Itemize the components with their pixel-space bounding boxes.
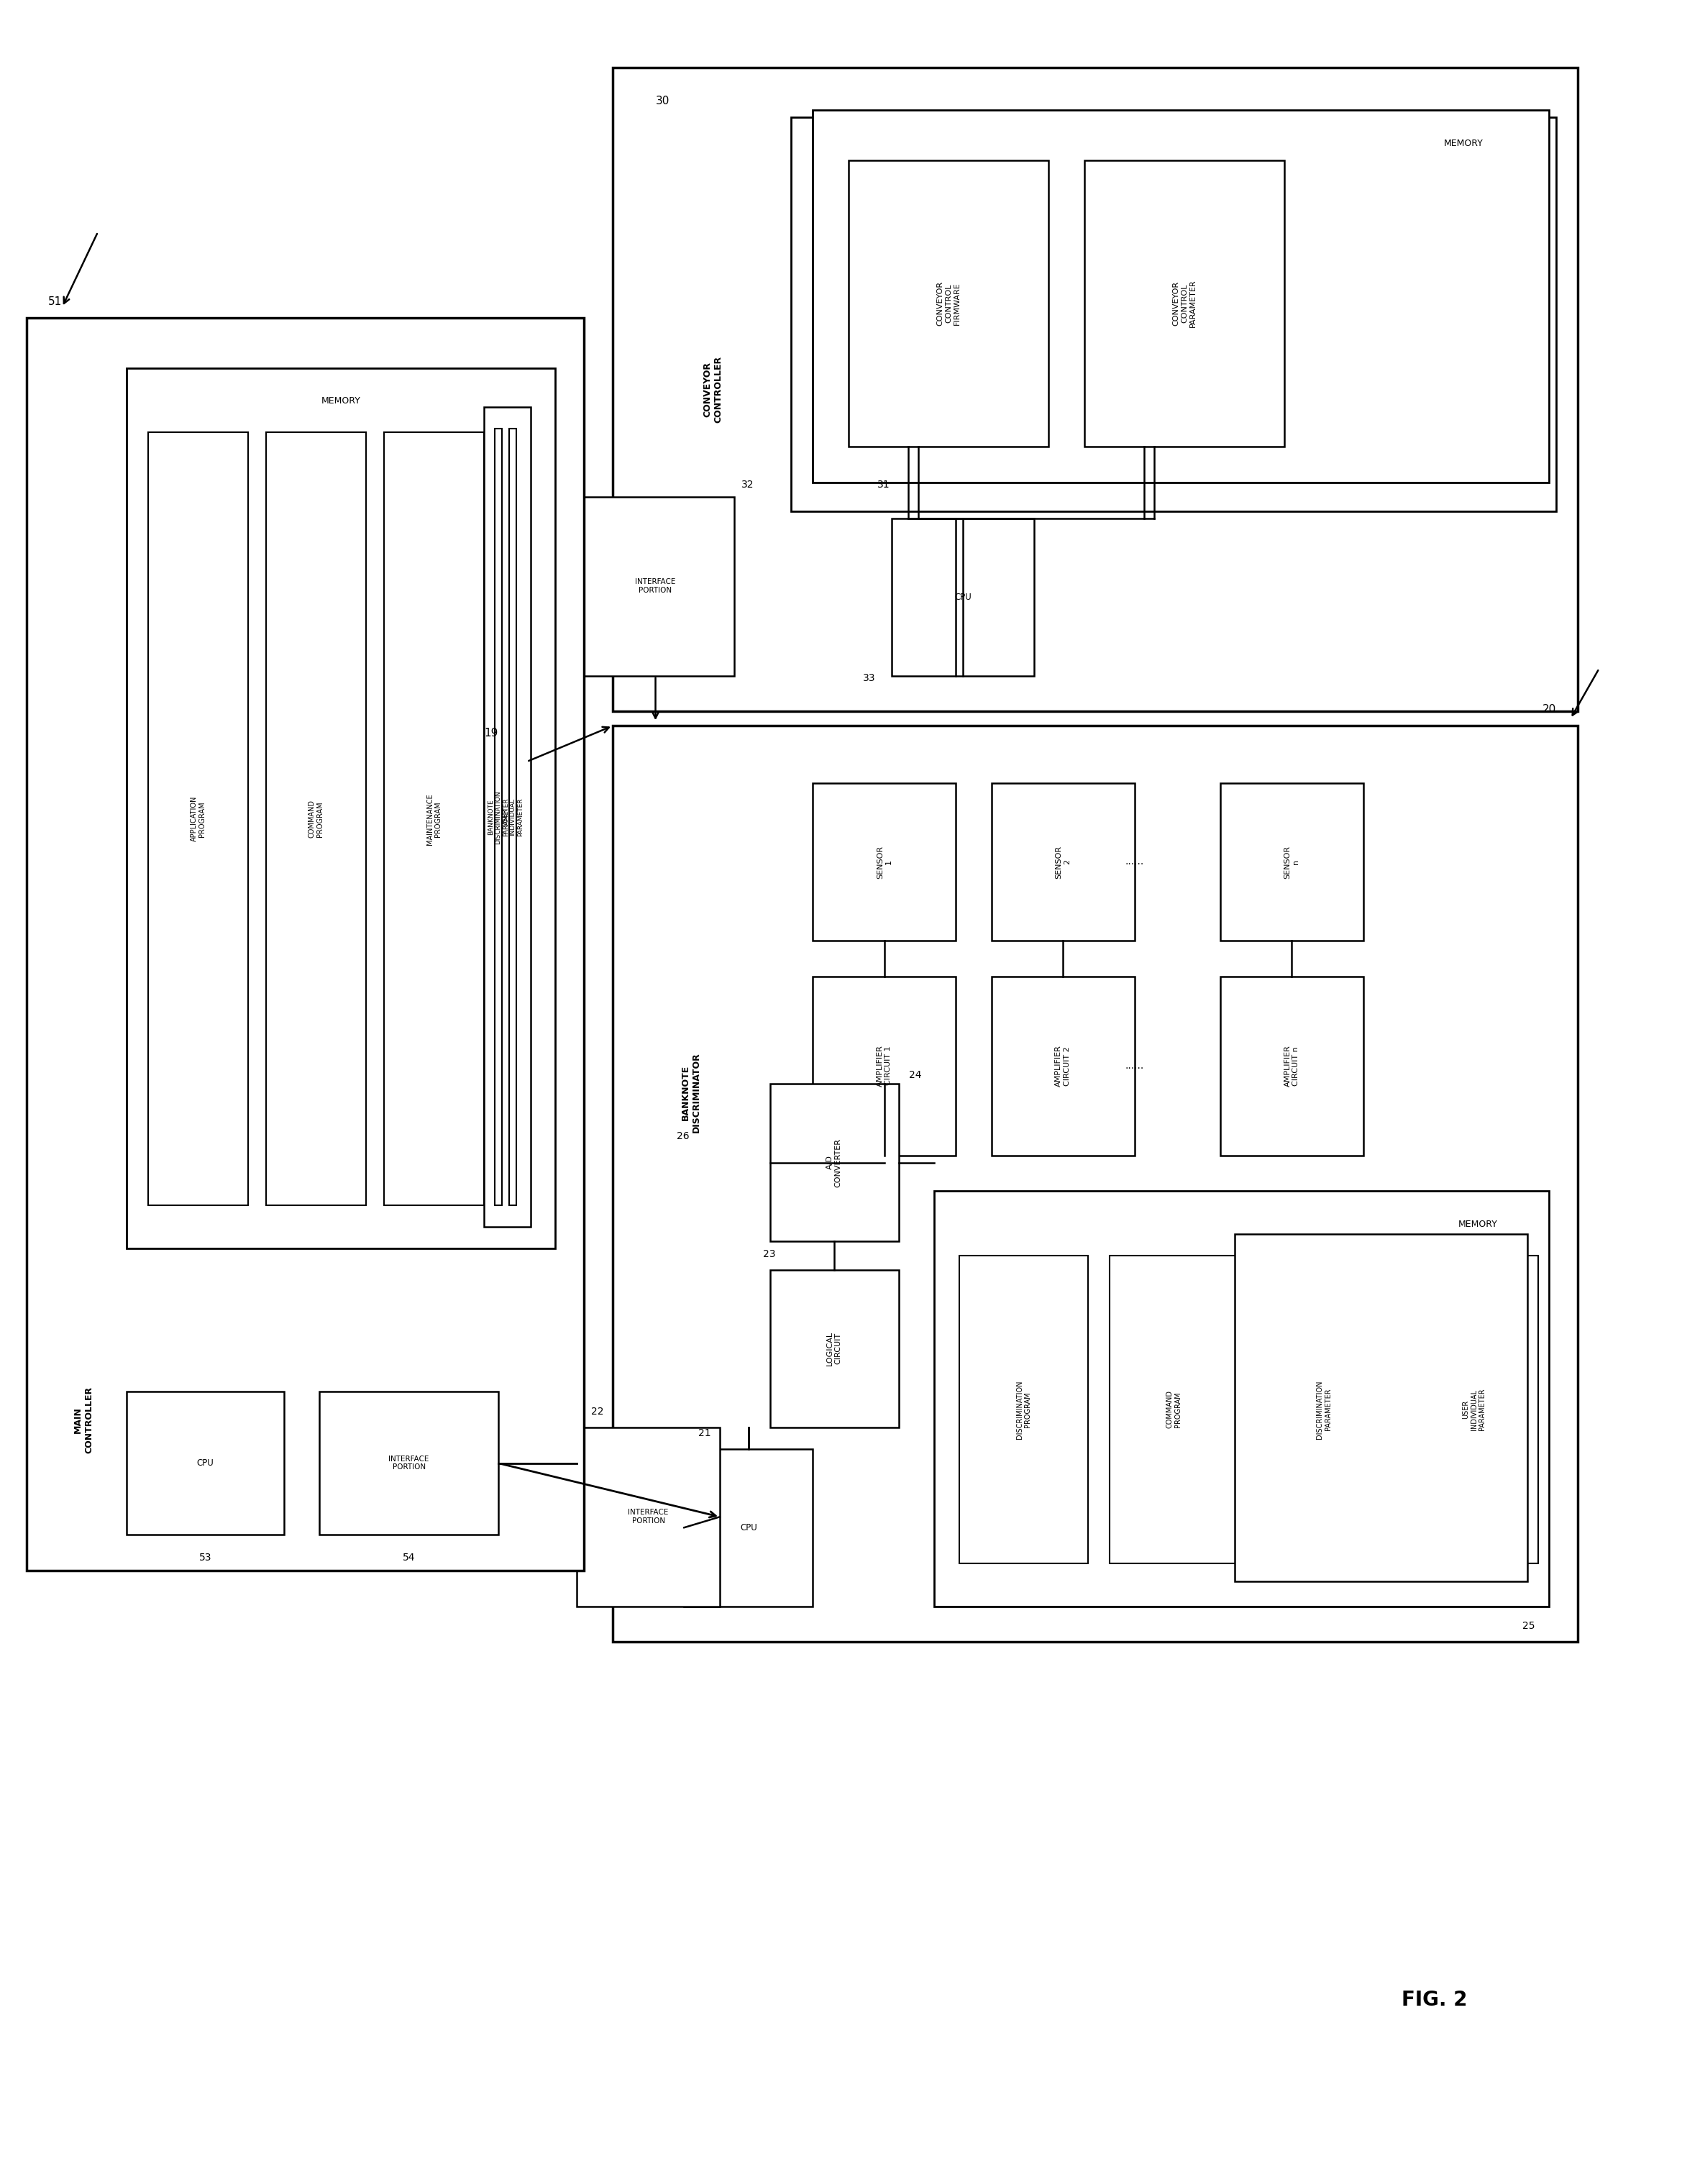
Text: CPU: CPU (197, 1459, 214, 1468)
Text: 19: 19 (484, 727, 498, 738)
Text: LOGICAL
CIRCUIT: LOGICAL CIRCUIT (826, 1332, 843, 1365)
Text: CPU: CPU (954, 592, 972, 601)
Text: AMPLIFIER
CIRCUIT 2: AMPLIFIER CIRCUIT 2 (1055, 1046, 1071, 1088)
Text: 23: 23 (762, 1249, 775, 1260)
Text: 24: 24 (910, 1070, 922, 1081)
Bar (577, 1428, 720, 1607)
Text: 53: 53 (198, 1553, 212, 1564)
Bar (991, 976, 1134, 1155)
Text: CPU: CPU (740, 1522, 757, 1533)
Text: 26: 26 (676, 1131, 690, 1140)
Text: 21: 21 (698, 1428, 711, 1437)
Bar (126, 1391, 284, 1535)
Text: CONVEYOR
CONTROLLER: CONVEYOR CONTROLLER (703, 356, 723, 424)
Text: 33: 33 (863, 673, 875, 684)
Bar (27, 319, 584, 1570)
Bar (510, 428, 516, 1206)
Text: USER
INDIVIDUAL
PARAMETER: USER INDIVIDUAL PARAMETER (501, 797, 523, 836)
Bar (991, 784, 1134, 941)
Text: FIG. 2: FIG. 2 (1401, 1990, 1468, 2009)
Bar (126, 367, 555, 1249)
Text: BANKNOTE
DISCRIMINATOR: BANKNOTE DISCRIMINATOR (681, 1053, 701, 1133)
Bar (812, 976, 955, 1155)
Bar (1219, 976, 1362, 1155)
Text: AMPLIFIER
CIRCUIT 1: AMPLIFIER CIRCUIT 1 (876, 1046, 891, 1088)
Text: 54: 54 (402, 1553, 415, 1564)
Text: A/D
CONVERTER: A/D CONVERTER (826, 1138, 843, 1186)
Text: 31: 31 (876, 480, 890, 489)
Text: AMPLIFIER
CIRCUIT n: AMPLIFIER CIRCUIT n (1283, 1046, 1300, 1088)
Text: 20: 20 (1542, 703, 1556, 714)
Text: 22: 22 (590, 1406, 604, 1417)
Bar (812, 109, 1549, 483)
Text: COMMAND
PROGRAM: COMMAND PROGRAM (1166, 1391, 1181, 1428)
Text: MAINTENANCE
PROGRAM: MAINTENANCE PROGRAM (426, 793, 442, 845)
Text: SENSOR
2: SENSOR 2 (1055, 845, 1071, 878)
Bar (1260, 1256, 1388, 1564)
Bar (791, 118, 1556, 511)
Text: BANKNOTE
DISCRIMINATION
PARAMETER: BANKNOTE DISCRIMINATION PARAMETER (488, 791, 510, 843)
Bar (848, 159, 1048, 448)
Text: USER
INDIVIDUAL
PARAMETER: USER INDIVIDUAL PARAMETER (1462, 1389, 1485, 1431)
Bar (685, 1448, 812, 1607)
Text: INTERFACE
PORTION: INTERFACE PORTION (636, 579, 676, 594)
Bar (1085, 159, 1285, 448)
Bar (383, 432, 484, 1206)
Bar (770, 1083, 898, 1241)
Bar (577, 496, 733, 675)
Bar (891, 518, 1034, 675)
Text: COMMAND
PROGRAM: COMMAND PROGRAM (308, 799, 323, 839)
Text: 32: 32 (742, 480, 754, 489)
Text: CONVEYOR
CONTROL
PARAMETER: CONVEYOR CONTROL PARAMETER (1172, 280, 1196, 328)
Text: SENSOR
n: SENSOR n (1283, 845, 1300, 878)
Text: SENSOR
1: SENSOR 1 (876, 845, 891, 878)
Text: MEMORY: MEMORY (1443, 140, 1484, 149)
Bar (320, 1391, 498, 1535)
Text: MAIN
CONTROLLER: MAIN CONTROLLER (74, 1387, 94, 1455)
Text: MEMORY: MEMORY (321, 397, 360, 406)
Bar (612, 725, 1578, 1642)
Text: ......: ...... (1125, 856, 1144, 867)
Bar (934, 1190, 1549, 1607)
Bar (1110, 1256, 1238, 1564)
Text: 30: 30 (656, 96, 669, 107)
Bar (812, 784, 955, 941)
Text: APPLICATION
PROGRAM: APPLICATION PROGRAM (190, 797, 205, 841)
Bar (612, 68, 1578, 712)
Bar (1219, 784, 1362, 941)
Text: 25: 25 (1522, 1621, 1534, 1631)
Text: 51: 51 (47, 297, 62, 308)
Text: MEMORY: MEMORY (1458, 1221, 1497, 1230)
Bar (1410, 1256, 1539, 1564)
Bar (959, 1256, 1088, 1564)
Bar (1235, 1234, 1527, 1581)
Text: ......: ...... (1125, 1061, 1144, 1070)
Bar (266, 432, 367, 1206)
Bar (770, 1269, 898, 1428)
Text: INTERFACE
PORTION: INTERFACE PORTION (389, 1455, 429, 1472)
Bar (495, 428, 501, 1206)
Bar (484, 406, 530, 1227)
Text: DISCRIMINATION
PARAMETER: DISCRIMINATION PARAMETER (1315, 1380, 1332, 1439)
Bar (148, 432, 247, 1206)
Text: CONVEYOR
CONTROL
FIRMWARE: CONVEYOR CONTROL FIRMWARE (937, 282, 960, 325)
Text: DISCRIMINATION
PROGRAM: DISCRIMINATION PROGRAM (1016, 1380, 1031, 1439)
Text: INTERFACE
PORTION: INTERFACE PORTION (627, 1509, 669, 1524)
